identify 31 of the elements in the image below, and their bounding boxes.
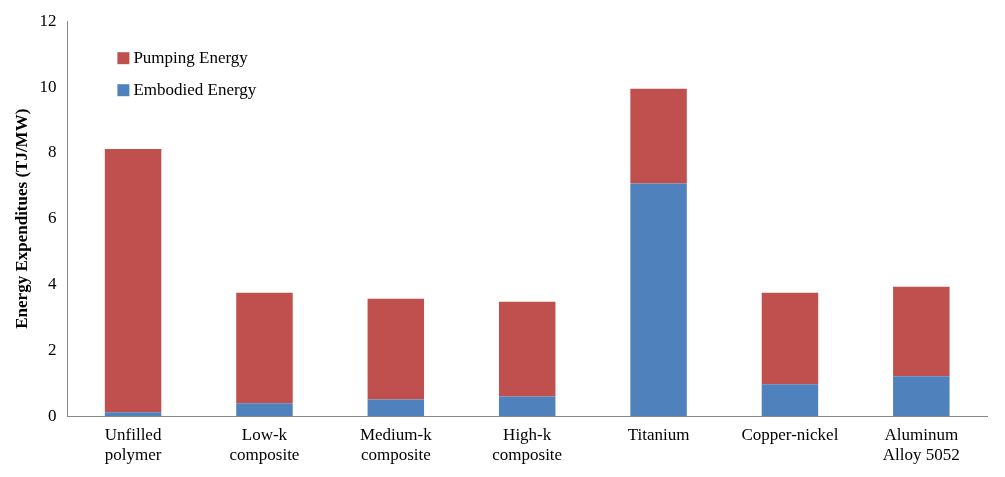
bar xyxy=(893,376,950,417)
bar xyxy=(104,148,162,413)
y-tick-label: 6 xyxy=(47,208,57,228)
y-axis-title: Energy Expenditues (TJ/MW) xyxy=(11,108,31,329)
x-tick-label: Titanium xyxy=(627,424,690,444)
bar xyxy=(893,286,950,377)
x-tick-label: Unfilled polymer xyxy=(104,424,162,465)
x-tick-label: Medium-k composite xyxy=(359,424,433,465)
legend-label: Pumping Energy xyxy=(133,47,249,67)
bar xyxy=(761,384,819,417)
x-tick-label: High-k composite xyxy=(492,424,563,465)
y-tick-label: 10 xyxy=(39,76,57,96)
bar xyxy=(761,292,819,385)
bar xyxy=(498,301,556,397)
y-tick-label: 0 xyxy=(47,405,57,425)
y-tick-label: 4 xyxy=(47,274,57,293)
x-tick-label: Copper-nickel xyxy=(741,424,839,444)
bar xyxy=(367,298,425,400)
bar xyxy=(498,396,556,417)
y-tick-label: 2 xyxy=(47,339,57,359)
x-tick-label: Low-k composite xyxy=(229,424,300,465)
y-tick-label: 8 xyxy=(47,142,57,162)
bar xyxy=(104,412,162,417)
x-tick-label: Aluminum Alloy 5052 xyxy=(882,424,960,465)
bar xyxy=(236,403,293,417)
y-tick-label: 12 xyxy=(39,10,57,30)
bar xyxy=(367,399,425,417)
bar xyxy=(630,183,687,417)
bar xyxy=(236,292,293,404)
bar xyxy=(630,88,687,184)
legend-label: Embodied Energy xyxy=(133,79,257,99)
